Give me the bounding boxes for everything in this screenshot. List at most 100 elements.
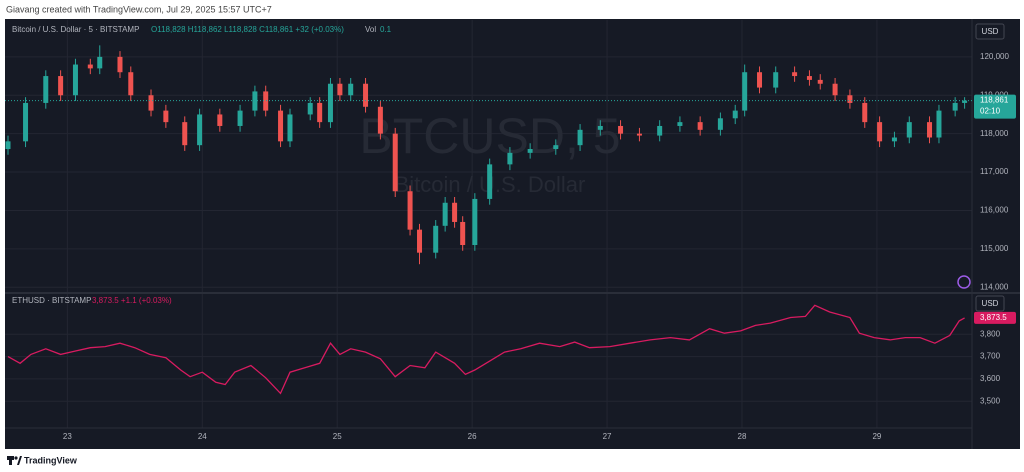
candle-body	[363, 83, 369, 107]
candle-body	[952, 102, 958, 111]
candle-body	[23, 102, 29, 142]
ai-icon[interactable]	[957, 275, 971, 289]
legend-title: ETHUSD · BITSTAMP	[12, 296, 91, 305]
candle-body	[742, 72, 748, 111]
currency-button[interactable]	[975, 295, 1005, 312]
y-tick-label: 115,000	[980, 244, 1009, 253]
candle-body	[348, 83, 354, 96]
candle-body	[697, 122, 703, 130]
volume: 0.1	[380, 25, 392, 34]
candle-body	[128, 72, 134, 96]
candle-body	[163, 110, 169, 123]
footer-logo	[7, 456, 22, 465]
candle-body	[337, 83, 343, 96]
candle-body	[433, 225, 439, 253]
candle-body	[577, 129, 583, 146]
footer-brand: TradingView	[24, 455, 78, 465]
candle-body	[278, 110, 284, 142]
candle-body	[392, 133, 398, 192]
x-tick-label: 27	[603, 432, 612, 441]
y-tick-label: 3,700	[980, 352, 1001, 361]
watermark: BTCUSD, 5	[359, 108, 620, 164]
candle-body	[58, 76, 64, 96]
candle-body	[377, 106, 383, 134]
candle-body	[717, 118, 723, 130]
candle-body	[5, 141, 11, 150]
candle-body	[117, 56, 123, 73]
last-price-box	[974, 94, 1016, 119]
candle-body	[773, 72, 779, 88]
candle-body	[487, 164, 493, 199]
candle-body	[197, 114, 203, 146]
grid-layer	[5, 20, 972, 428]
candle-body	[182, 122, 188, 146]
candle-body	[936, 110, 942, 138]
candle-body	[792, 72, 798, 77]
candle-body	[597, 125, 603, 130]
header: Giavang created with TradingView.com, Ju…	[6, 4, 272, 14]
volume-label: Vol	[365, 25, 376, 34]
x-tick-label: 25	[333, 432, 342, 441]
candle-body	[452, 202, 458, 222]
candle-body	[263, 91, 269, 111]
candle-body	[732, 110, 738, 119]
price-line	[7, 304, 965, 395]
candle-body	[327, 83, 333, 123]
countdown: 02:10	[980, 107, 1001, 116]
candle-body	[657, 125, 663, 136]
last-price-box	[974, 311, 1016, 324]
y-tick-label: 118,000	[980, 129, 1009, 138]
candle-body	[527, 149, 533, 153]
currency[interactable]: USD	[982, 27, 999, 36]
y-tick-label: 116,000	[980, 206, 1009, 215]
legend-values: O118,828 H118,862 L118,828 C118,861 +32 …	[151, 25, 344, 34]
x-tick-label: 23	[63, 432, 72, 441]
candle-body	[906, 122, 912, 138]
y-tick-label: 3,500	[980, 396, 1001, 405]
candle-body	[636, 133, 642, 136]
x-tick-label: 28	[738, 432, 747, 441]
candle-body	[43, 76, 49, 103]
candle-body	[287, 114, 293, 142]
candle-body	[507, 152, 513, 165]
candle-body	[148, 95, 154, 111]
legend-values: 3,873.5 +1.1 (+0.03%)	[92, 296, 172, 305]
y-tick-label: 3,600	[980, 374, 1001, 383]
y-tick-label: 117,000	[980, 167, 1009, 176]
candle-body	[757, 72, 763, 88]
candle-body	[72, 64, 78, 96]
candle-body	[317, 102, 323, 123]
x-tick-label: 26	[468, 432, 477, 441]
candle-body	[891, 137, 897, 142]
candle-body	[442, 202, 448, 226]
y-tick-label: 3,800	[980, 329, 1001, 338]
candle-body	[817, 79, 823, 84]
candle-body	[87, 64, 93, 69]
candle-body	[862, 102, 868, 123]
candle-body	[237, 110, 243, 126]
candle-body	[417, 229, 423, 253]
y-tick-label: 120,000	[980, 52, 1009, 61]
candle-body	[847, 95, 853, 103]
chart-background	[5, 19, 1020, 449]
candle-body	[806, 76, 812, 80]
candle-body	[927, 122, 933, 138]
last-price-label: 3,873.5	[980, 313, 1007, 322]
candle-body	[307, 102, 313, 115]
y-tick-label: 114,000	[980, 282, 1009, 291]
candle-body	[217, 114, 223, 126]
currency-button[interactable]	[975, 23, 1005, 40]
candle-body	[618, 125, 624, 134]
candle-body	[553, 145, 559, 150]
legend-title: Bitcoin / U.S. Dollar · 5 · BITSTAMP	[12, 25, 139, 34]
candle-body	[472, 198, 478, 246]
candle-body	[677, 122, 683, 126]
x-tick-label: 24	[198, 432, 207, 441]
candle-body	[97, 56, 103, 69]
candle-body	[832, 83, 838, 96]
candle-body	[460, 221, 466, 246]
last-price-label: 118,861	[980, 96, 1009, 105]
currency[interactable]: USD	[982, 299, 999, 308]
